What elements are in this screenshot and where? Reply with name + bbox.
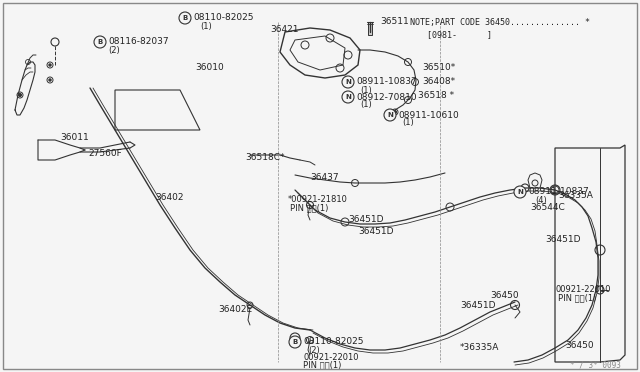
- Text: 08110-82025: 08110-82025: [303, 337, 364, 346]
- Text: (1): (1): [360, 100, 372, 109]
- Text: (2): (2): [308, 346, 320, 355]
- Text: 36511: 36511: [380, 17, 409, 26]
- Circle shape: [342, 76, 354, 88]
- Circle shape: [342, 91, 354, 103]
- Text: 00921-22010: 00921-22010: [555, 285, 611, 295]
- Text: 08110-82025: 08110-82025: [193, 13, 253, 22]
- Text: 36450: 36450: [565, 340, 594, 350]
- Text: N: N: [345, 79, 351, 85]
- Text: (1): (1): [402, 119, 413, 128]
- Text: 08116-82037: 08116-82037: [108, 38, 168, 46]
- Text: 36451D: 36451D: [460, 301, 495, 310]
- Text: 36437: 36437: [310, 173, 339, 183]
- Text: PIN ビン(1): PIN ビン(1): [558, 294, 596, 302]
- Text: PIN ビン(1): PIN ビン(1): [303, 360, 341, 369]
- Text: N: N: [517, 189, 523, 195]
- Circle shape: [19, 93, 22, 96]
- Text: 36510*: 36510*: [422, 64, 455, 73]
- Text: [0981-      ]: [0981- ]: [427, 30, 492, 39]
- Circle shape: [394, 110, 397, 113]
- Text: 08912-70810: 08912-70810: [356, 93, 417, 102]
- Text: * / 3* 0093: * / 3* 0093: [570, 360, 621, 369]
- Text: 36451D: 36451D: [545, 235, 580, 244]
- Circle shape: [384, 109, 396, 121]
- Text: 36011: 36011: [60, 134, 89, 142]
- Text: N: N: [387, 112, 393, 118]
- Text: B: B: [182, 15, 188, 21]
- Text: (1): (1): [200, 22, 212, 31]
- Text: 08911-10837: 08911-10837: [528, 187, 589, 196]
- Text: N: N: [345, 94, 351, 100]
- Text: 36335A: 36335A: [558, 190, 593, 199]
- Text: 36544C: 36544C: [530, 203, 564, 212]
- Text: (1): (1): [360, 86, 372, 94]
- Text: 36421: 36421: [270, 26, 298, 35]
- Text: 36402E: 36402E: [218, 305, 252, 314]
- Text: *00921-21810: *00921-21810: [288, 196, 348, 205]
- Text: 36402: 36402: [155, 193, 184, 202]
- Text: 36518C*: 36518C*: [245, 154, 285, 163]
- Text: 27560F: 27560F: [88, 148, 122, 157]
- Text: (2): (2): [108, 45, 120, 55]
- Circle shape: [49, 64, 51, 66]
- Text: 36451D: 36451D: [348, 215, 383, 224]
- Text: B: B: [97, 39, 102, 45]
- Text: PIN ビン(1): PIN ビン(1): [290, 203, 328, 212]
- Polygon shape: [368, 22, 372, 35]
- Text: 36408*: 36408*: [422, 77, 455, 87]
- Text: 08911-10837: 08911-10837: [356, 77, 417, 87]
- Text: B: B: [292, 339, 298, 345]
- Circle shape: [179, 12, 191, 24]
- Circle shape: [94, 36, 106, 48]
- Text: 08911-10610: 08911-10610: [398, 110, 459, 119]
- Text: 36450: 36450: [490, 291, 518, 299]
- Text: NOTE;PART CODE 36450.............. *: NOTE;PART CODE 36450.............. *: [410, 18, 590, 27]
- Circle shape: [289, 336, 301, 348]
- Text: 36518 *: 36518 *: [418, 92, 454, 100]
- Text: 36010: 36010: [195, 64, 224, 73]
- Text: (4): (4): [535, 196, 547, 205]
- Text: *36335A: *36335A: [460, 343, 499, 353]
- Text: 00921-22010: 00921-22010: [303, 353, 358, 362]
- Text: 36451D: 36451D: [358, 228, 394, 237]
- Circle shape: [514, 186, 526, 198]
- Circle shape: [49, 79, 51, 81]
